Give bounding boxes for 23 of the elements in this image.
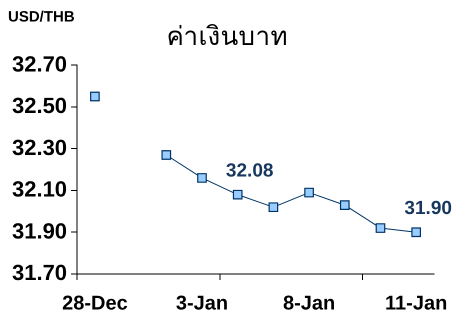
y-tick-label: 32.10 (12, 176, 68, 202)
point (340, 200, 350, 210)
data-label: 31.90 (404, 198, 452, 219)
chart-title: ค่าเงินบาท (166, 20, 288, 51)
y-tick-label: 32.50 (12, 93, 68, 118)
point (376, 223, 386, 233)
point (268, 202, 278, 212)
x-tick-label: 8-Jan (282, 292, 336, 315)
x-tick-label: 11-Jan (385, 292, 448, 315)
y-axis-title: USD/THB (8, 8, 75, 26)
x-tick-label: 28-Dec (62, 292, 128, 315)
point (197, 173, 207, 183)
y-tick-label: 32.70 (12, 51, 68, 76)
point (232, 190, 243, 200)
y-tick-label: 31.90 (12, 218, 68, 244)
point (161, 150, 172, 160)
point (411, 227, 422, 238)
y-tick-label: 31.70 (12, 260, 68, 286)
point (90, 92, 100, 102)
x-tick-label: 3-Jan (176, 292, 228, 315)
data-label: 32.08 (226, 160, 274, 182)
y-tick-label: 32.30 (12, 134, 68, 160)
point (304, 188, 314, 198)
